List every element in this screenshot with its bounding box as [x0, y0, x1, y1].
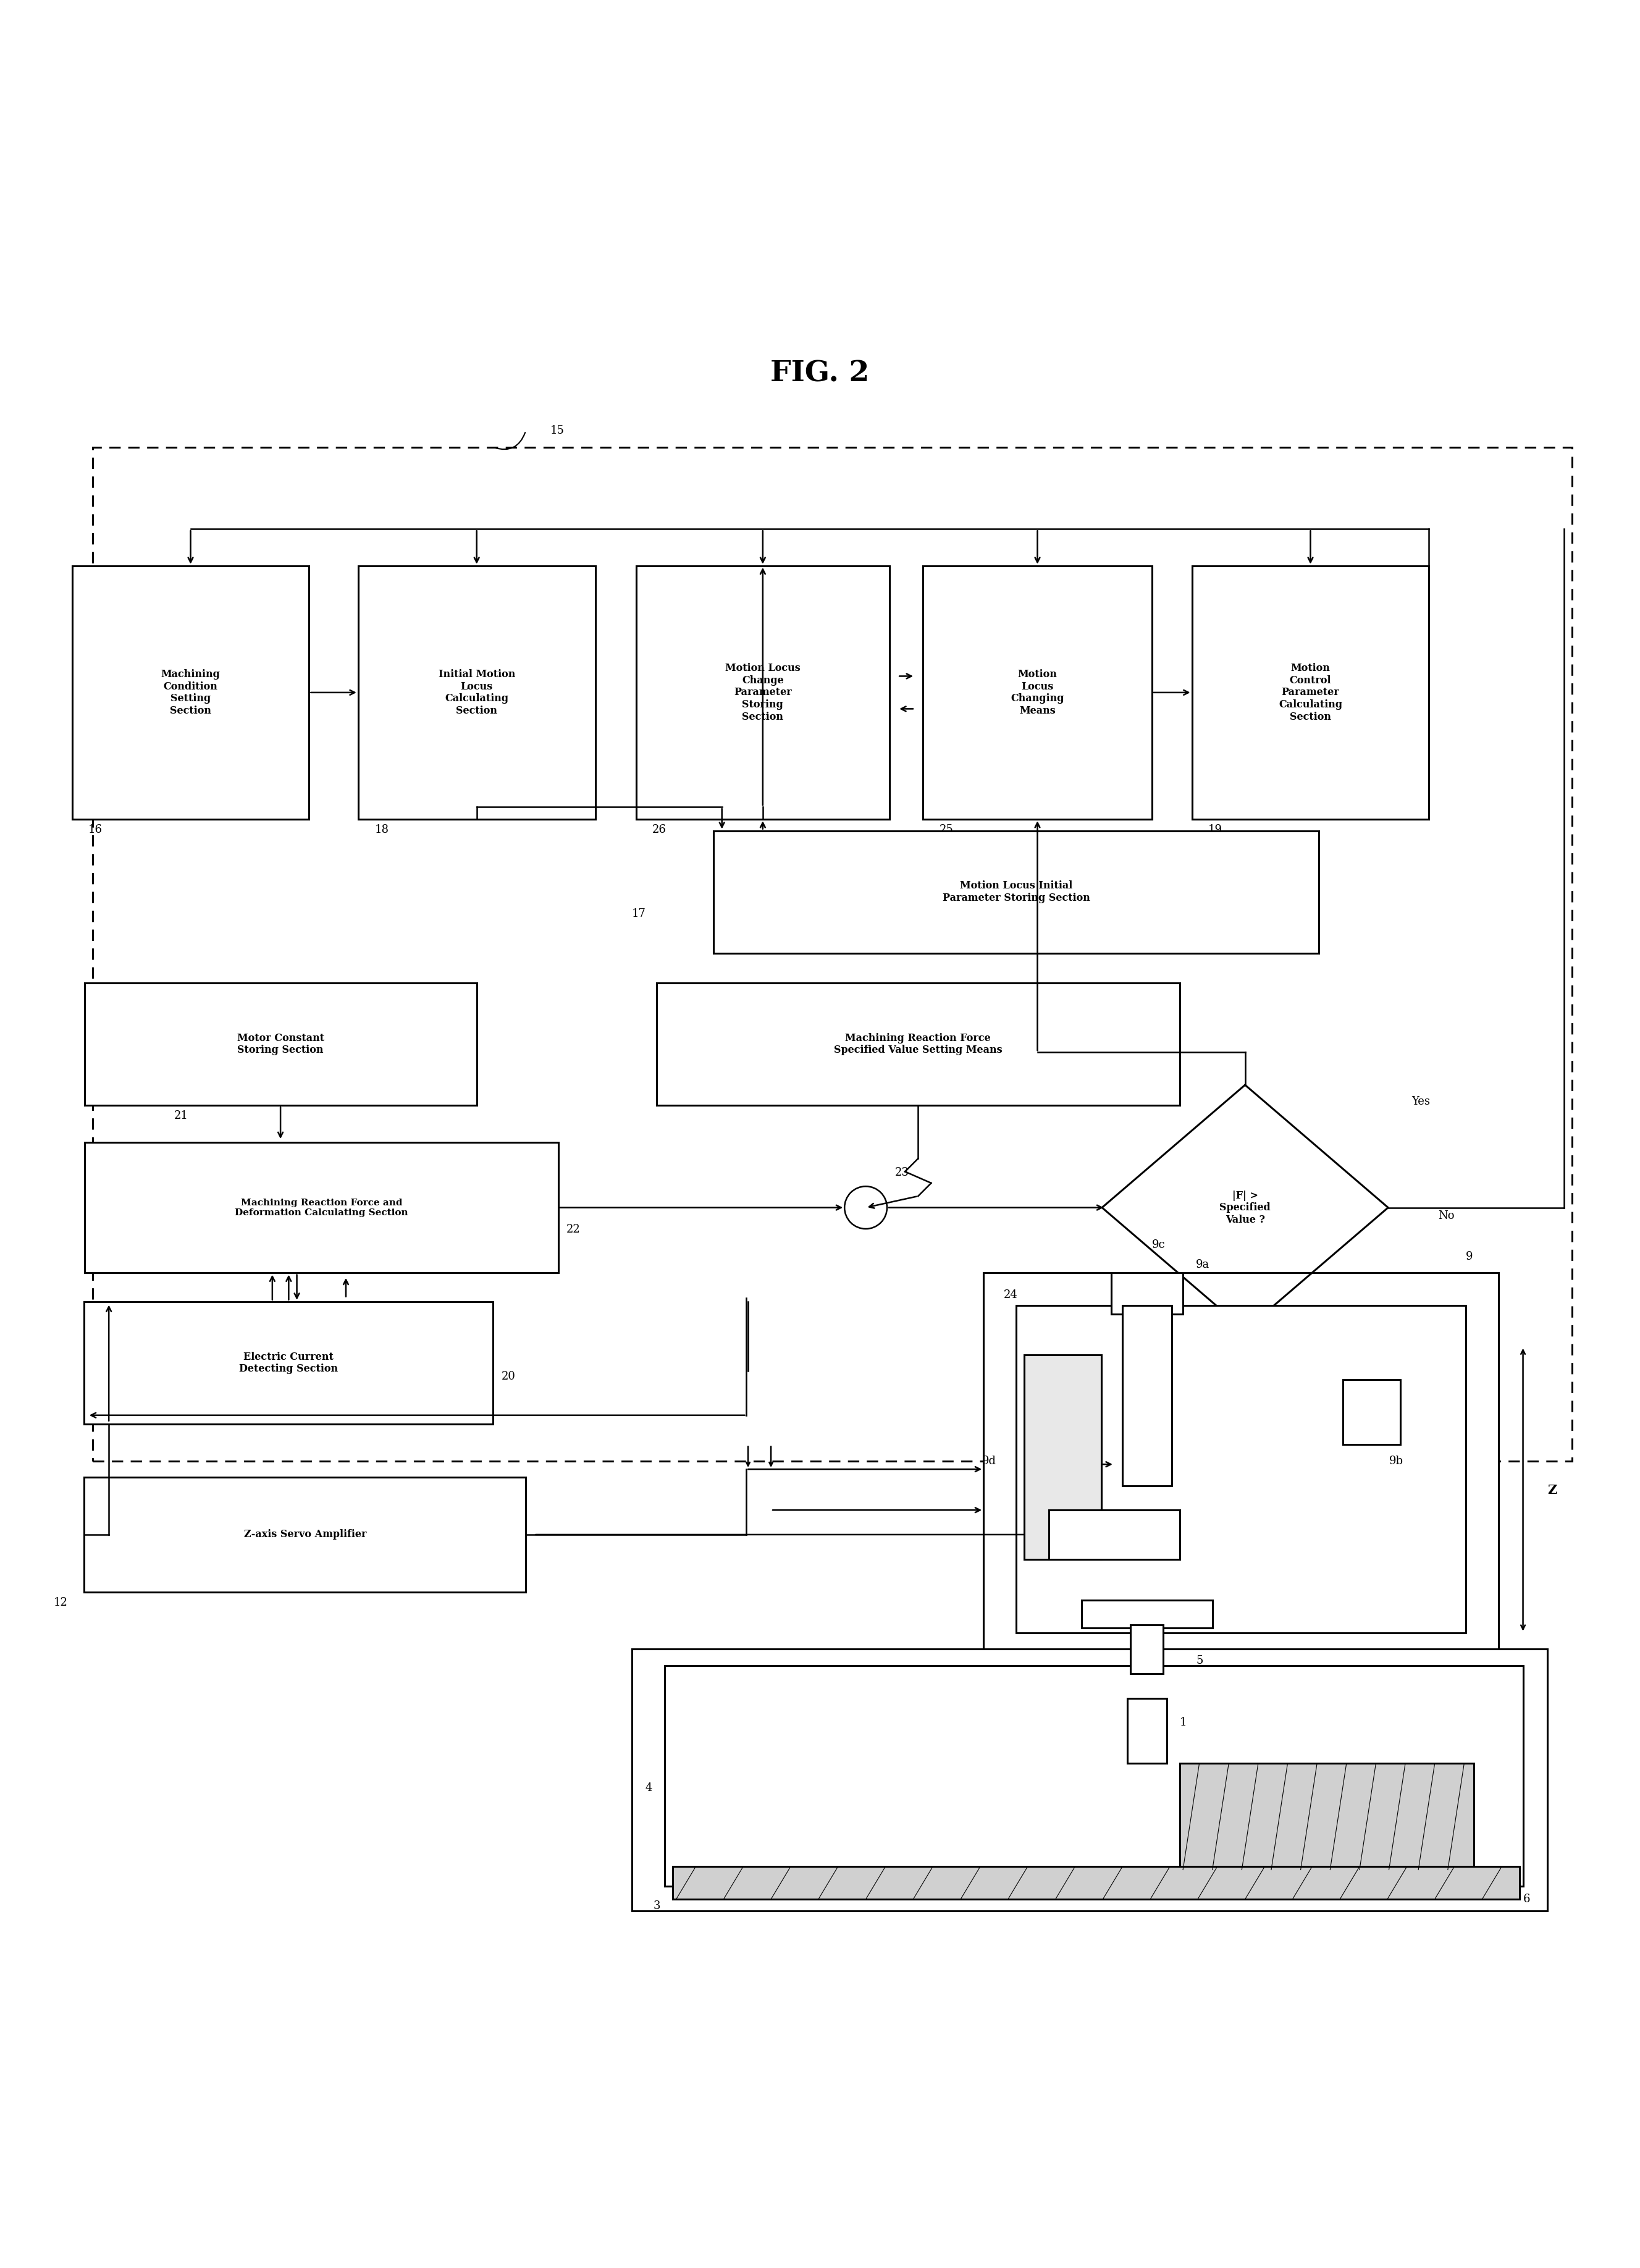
- FancyBboxPatch shape: [1127, 1699, 1166, 1765]
- Text: 19: 19: [1209, 823, 1222, 835]
- Text: 16: 16: [89, 823, 103, 835]
- Text: Z-axis Servo Amplifier: Z-axis Servo Amplifier: [244, 1529, 366, 1540]
- Text: 9d: 9d: [982, 1456, 997, 1467]
- Text: No: No: [1438, 1211, 1455, 1220]
- FancyBboxPatch shape: [84, 1302, 494, 1424]
- FancyBboxPatch shape: [72, 565, 308, 819]
- FancyBboxPatch shape: [631, 1649, 1548, 1910]
- Text: 23: 23: [895, 1168, 909, 1177]
- Text: 24: 24: [1004, 1288, 1018, 1300]
- FancyBboxPatch shape: [1110, 1272, 1182, 1313]
- Text: 6: 6: [1524, 1894, 1530, 1905]
- FancyBboxPatch shape: [1192, 565, 1428, 819]
- FancyBboxPatch shape: [1050, 1510, 1179, 1558]
- Text: 1: 1: [1179, 1717, 1187, 1728]
- Text: 2: 2: [1438, 1839, 1445, 1851]
- FancyBboxPatch shape: [636, 565, 889, 819]
- Text: Electric Current
Detecting Section: Electric Current Detecting Section: [239, 1352, 338, 1374]
- Text: FIG. 2: FIG. 2: [771, 358, 869, 388]
- FancyBboxPatch shape: [84, 1143, 559, 1272]
- Text: 18: 18: [374, 823, 389, 835]
- Text: 3: 3: [653, 1901, 661, 1912]
- Text: |F| >
Specified
Value ?: |F| > Specified Value ?: [1220, 1191, 1271, 1225]
- FancyBboxPatch shape: [358, 565, 595, 819]
- FancyBboxPatch shape: [1122, 1306, 1171, 1486]
- FancyBboxPatch shape: [1017, 1306, 1466, 1633]
- FancyBboxPatch shape: [984, 1272, 1499, 1665]
- Text: 5: 5: [1196, 1656, 1204, 1667]
- Text: 9: 9: [1466, 1252, 1473, 1263]
- Text: 4: 4: [645, 1783, 653, 1794]
- FancyBboxPatch shape: [1025, 1354, 1100, 1558]
- Text: Machining
Condition
Setting
Section: Machining Condition Setting Section: [161, 669, 220, 717]
- FancyBboxPatch shape: [672, 1867, 1520, 1898]
- FancyBboxPatch shape: [1343, 1379, 1401, 1445]
- Text: 17: 17: [631, 909, 646, 919]
- FancyBboxPatch shape: [92, 447, 1573, 1461]
- FancyBboxPatch shape: [84, 982, 477, 1105]
- Text: Z: Z: [1548, 1483, 1556, 1497]
- Text: 15: 15: [551, 426, 564, 435]
- Text: 9b: 9b: [1389, 1456, 1404, 1467]
- Text: Motion Locus Initial
Parameter Storing Section: Motion Locus Initial Parameter Storing S…: [943, 880, 1091, 903]
- Text: 20: 20: [502, 1372, 515, 1381]
- FancyBboxPatch shape: [713, 830, 1319, 953]
- Text: 9c: 9c: [1151, 1241, 1166, 1250]
- Text: Motion Locus
Change
Parameter
Storing
Section: Motion Locus Change Parameter Storing Se…: [725, 662, 800, 721]
- Text: Machining Reaction Force and
Deformation Calculating Section: Machining Reaction Force and Deformation…: [235, 1198, 408, 1218]
- Text: Motion
Control
Parameter
Calculating
Section: Motion Control Parameter Calculating Sec…: [1279, 662, 1342, 721]
- FancyBboxPatch shape: [923, 565, 1151, 819]
- Text: 21: 21: [174, 1111, 189, 1120]
- Text: 9a: 9a: [1196, 1259, 1210, 1270]
- Text: Motor Constant
Storing Section: Motor Constant Storing Section: [236, 1032, 325, 1055]
- Text: Motion
Locus
Changing
Means: Motion Locus Changing Means: [1010, 669, 1064, 717]
- FancyBboxPatch shape: [1179, 1765, 1474, 1869]
- Text: Initial Motion
Locus
Calculating
Section: Initial Motion Locus Calculating Section: [438, 669, 515, 717]
- Text: 12: 12: [54, 1597, 67, 1608]
- FancyBboxPatch shape: [1081, 1599, 1212, 1628]
- Text: 26: 26: [653, 823, 666, 835]
- FancyBboxPatch shape: [664, 1665, 1524, 1887]
- Text: Machining Reaction Force
Specified Value Setting Means: Machining Reaction Force Specified Value…: [833, 1032, 1002, 1055]
- FancyBboxPatch shape: [656, 982, 1179, 1105]
- Text: 25: 25: [940, 823, 953, 835]
- Text: Yes: Yes: [1412, 1095, 1430, 1107]
- FancyBboxPatch shape: [84, 1476, 526, 1592]
- Text: 22: 22: [566, 1225, 581, 1236]
- FancyBboxPatch shape: [1130, 1624, 1163, 1674]
